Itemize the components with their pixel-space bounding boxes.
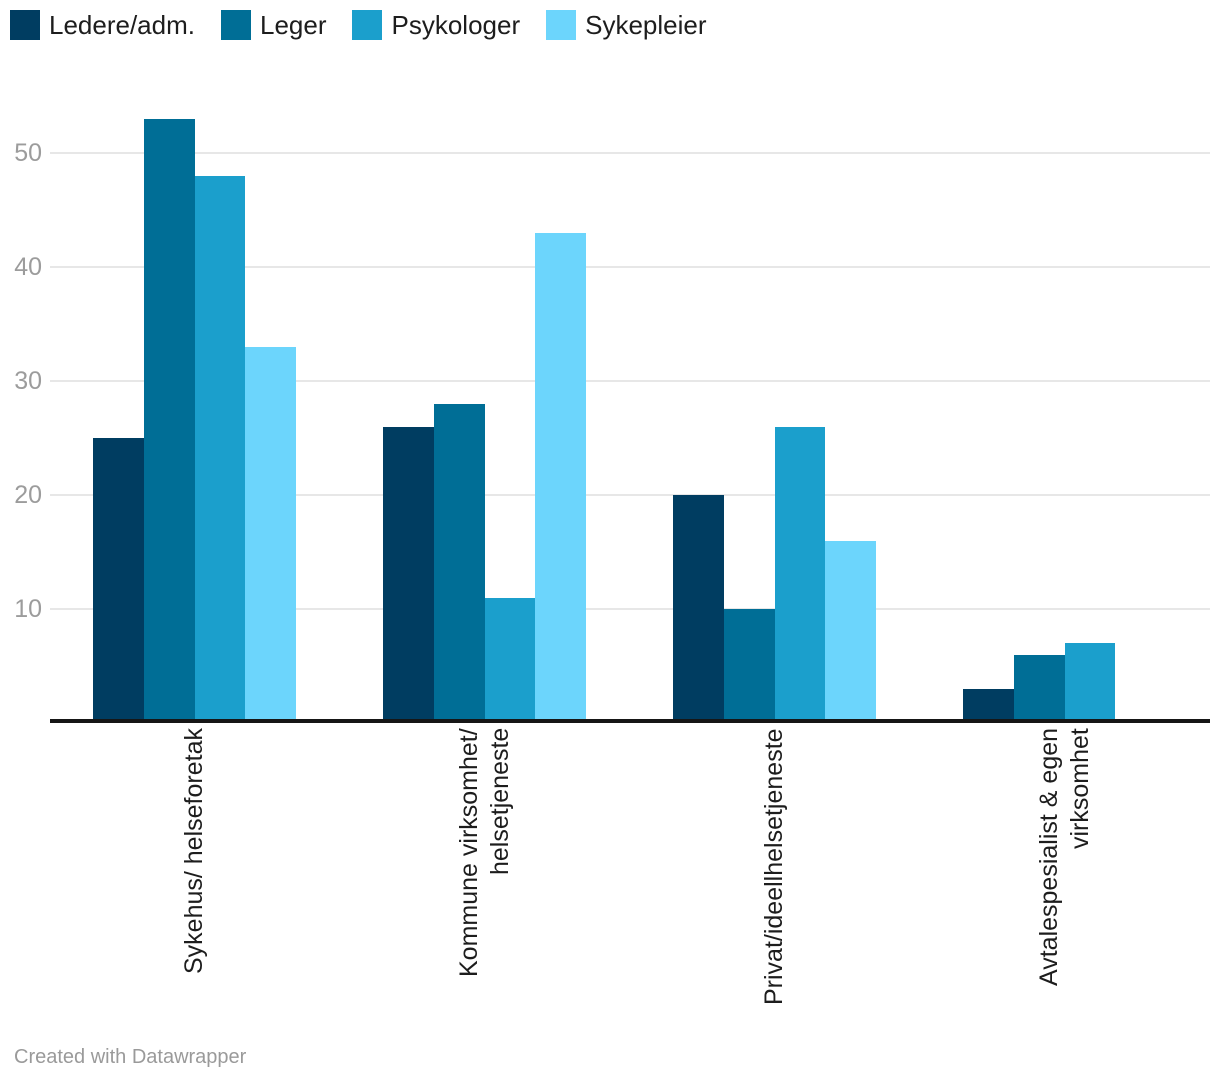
category-label-slot: Kommune virksomhet/ helsetjeneste bbox=[420, 728, 550, 1023]
gridline-50 bbox=[50, 152, 1210, 154]
bar bbox=[433, 403, 485, 723]
legend-item: Ledere/adm. bbox=[10, 10, 195, 40]
bar bbox=[245, 346, 296, 723]
legend-color-swatch bbox=[352, 10, 383, 40]
legend-color-swatch bbox=[10, 10, 40, 40]
bar bbox=[194, 175, 246, 723]
bar bbox=[383, 426, 434, 723]
y-axis-tick-label: 50 bbox=[14, 139, 42, 167]
y-axis-tick-label: 40 bbox=[14, 253, 42, 281]
legend: Ledere/adm. Leger Psykologer Sykepleier bbox=[10, 10, 707, 40]
bar bbox=[774, 426, 826, 723]
y-axis-tick-label: 30 bbox=[14, 367, 42, 395]
bar bbox=[673, 495, 724, 723]
category-label-slot: Sykehus/ helseforetak bbox=[130, 728, 260, 1023]
legend-item: Psykologer bbox=[352, 10, 520, 40]
bar bbox=[93, 438, 144, 723]
y-axis-tick-label: 10 bbox=[14, 595, 42, 623]
x-axis-line bbox=[50, 719, 1210, 723]
legend-color-swatch bbox=[546, 10, 577, 40]
category-label: Privat/ideellhelsetjeneste bbox=[760, 728, 788, 1005]
bar bbox=[535, 232, 586, 723]
bar bbox=[825, 540, 876, 723]
bar bbox=[1064, 643, 1116, 723]
legend-label: Psykologer bbox=[391, 10, 521, 40]
category-labels: Sykehus/ helseforetak Kommune virksomhet/… bbox=[0, 728, 1220, 1023]
legend-item: Leger bbox=[220, 10, 327, 40]
bar bbox=[143, 118, 195, 723]
bar bbox=[484, 597, 536, 723]
category-label-slot: Privat/ideellhelsetjeneste bbox=[710, 728, 840, 1023]
category-label: Avtalespesialist & egen virksomhet bbox=[1034, 728, 1094, 987]
datawrapper-credit-link[interactable]: Created with Datawrapper bbox=[14, 1046, 247, 1068]
legend-item: Sykepleier bbox=[546, 10, 707, 40]
bar bbox=[1013, 654, 1065, 723]
category-label-slot: Avtalespesialist & egen virksomhet bbox=[1000, 728, 1130, 1023]
gridline-20 bbox=[50, 494, 1210, 496]
gridline-10 bbox=[50, 608, 1210, 610]
category-label: Sykehus/ helseforetak bbox=[180, 728, 208, 974]
legend-label: Sykepleier bbox=[585, 10, 707, 40]
plot-area: 10 20 30 40 50 bbox=[0, 95, 1220, 723]
gridline-30 bbox=[50, 380, 1210, 382]
footer: Created with Datawrapper bbox=[14, 1046, 246, 1069]
legend-label: Ledere/adm. bbox=[49, 10, 195, 40]
bar bbox=[723, 609, 775, 723]
category-label: Kommune virksomhet/ helsetjeneste bbox=[454, 728, 514, 977]
legend-color-swatch bbox=[220, 10, 251, 40]
y-axis-tick-label: 20 bbox=[14, 481, 42, 509]
gridline-40 bbox=[50, 266, 1210, 268]
legend-label: Leger bbox=[259, 10, 327, 40]
bar bbox=[963, 688, 1014, 723]
